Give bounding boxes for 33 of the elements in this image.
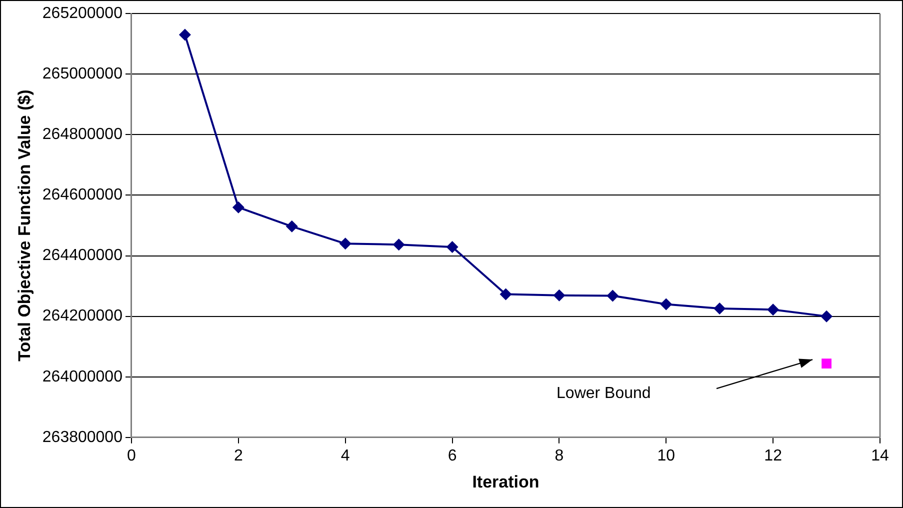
point xyxy=(339,238,352,250)
y-tick-label: 265200000 xyxy=(42,5,123,22)
x-tick-label: 0 xyxy=(127,447,136,464)
point xyxy=(286,220,298,232)
x-tick-label: 2 xyxy=(234,447,243,464)
y-tick-label: 264600000 xyxy=(42,186,123,204)
point xyxy=(660,298,672,310)
y-tick-label: 263800000 xyxy=(42,428,123,446)
point xyxy=(820,310,833,322)
annotation: Lower Bound xyxy=(556,384,651,402)
point xyxy=(822,358,832,368)
point xyxy=(714,302,726,314)
y-tick-label: 264200000 xyxy=(42,308,123,325)
x-tick-label: 12 xyxy=(764,447,782,464)
point xyxy=(392,238,405,251)
point xyxy=(446,240,458,253)
point xyxy=(606,290,619,302)
point xyxy=(500,288,512,300)
y-tick-label: 264000000 xyxy=(42,368,123,386)
point xyxy=(232,201,244,214)
x-axis-title: Iteration xyxy=(472,472,540,492)
point xyxy=(178,28,191,41)
y-axis-title: Total Objective Function Value ($) xyxy=(14,90,34,362)
x-tick-label: 8 xyxy=(554,447,564,464)
x-tick-label: 14 xyxy=(871,447,889,464)
x-tick-label: 10 xyxy=(657,447,676,464)
x-tick-label: 6 xyxy=(448,447,457,464)
x-tick-label: 4 xyxy=(340,447,350,464)
y-tick-label: 264800000 xyxy=(42,126,123,144)
point xyxy=(553,289,566,302)
y-tick-label: 264400000 xyxy=(42,247,123,264)
y-tick-label: 265000000 xyxy=(42,66,123,83)
point xyxy=(767,304,780,316)
